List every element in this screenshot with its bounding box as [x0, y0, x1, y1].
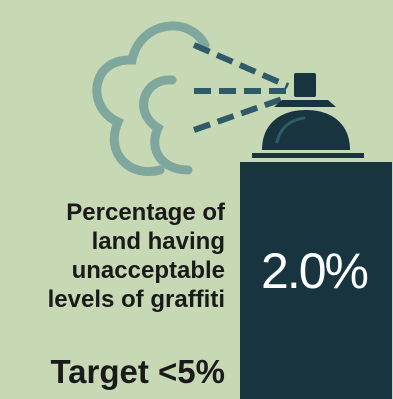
- caption-line: unacceptable: [71, 257, 225, 284]
- metric-value: 2.0%: [261, 243, 369, 299]
- caption-line: Percentage of: [66, 199, 225, 226]
- metric-description: Percentage of land having unacceptable l…: [0, 198, 225, 314]
- caption-line: land having: [91, 228, 225, 255]
- caption-line: levels of graffiti: [47, 286, 225, 313]
- target-label: Target <5%: [50, 353, 225, 390]
- spray-cloud-icon: [92, 21, 210, 176]
- spray-can-icon: [240, 73, 392, 399]
- can-highlight: [275, 116, 306, 144]
- spray-mist-icon: [192, 42, 290, 133]
